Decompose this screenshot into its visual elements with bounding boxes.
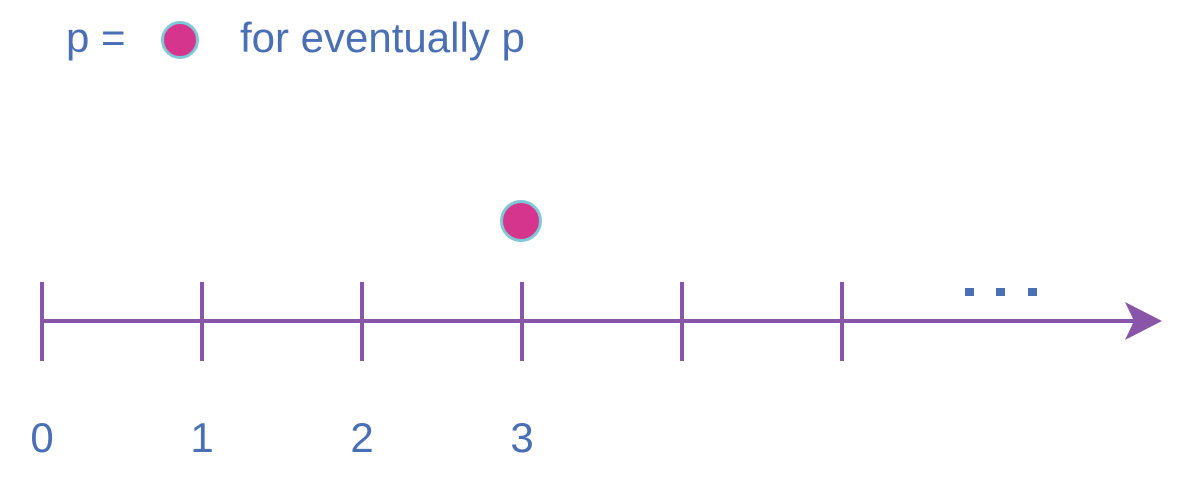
- legend-marker-icon: [161, 21, 199, 59]
- continuation-ellipsis-icon: [965, 288, 1037, 296]
- legend-description: for eventually p: [240, 14, 525, 61]
- legend: p = for eventually p: [0, 0, 1196, 90]
- legend-symbol-label: p =: [66, 14, 138, 61]
- tick-label-0: 0: [30, 414, 53, 461]
- timeline-arrowhead-icon: [1125, 302, 1162, 340]
- event-marker: [500, 200, 542, 242]
- tick-label-1: 1: [190, 414, 213, 461]
- tick-label-3: 3: [510, 414, 533, 461]
- tick-label-2: 2: [350, 414, 373, 461]
